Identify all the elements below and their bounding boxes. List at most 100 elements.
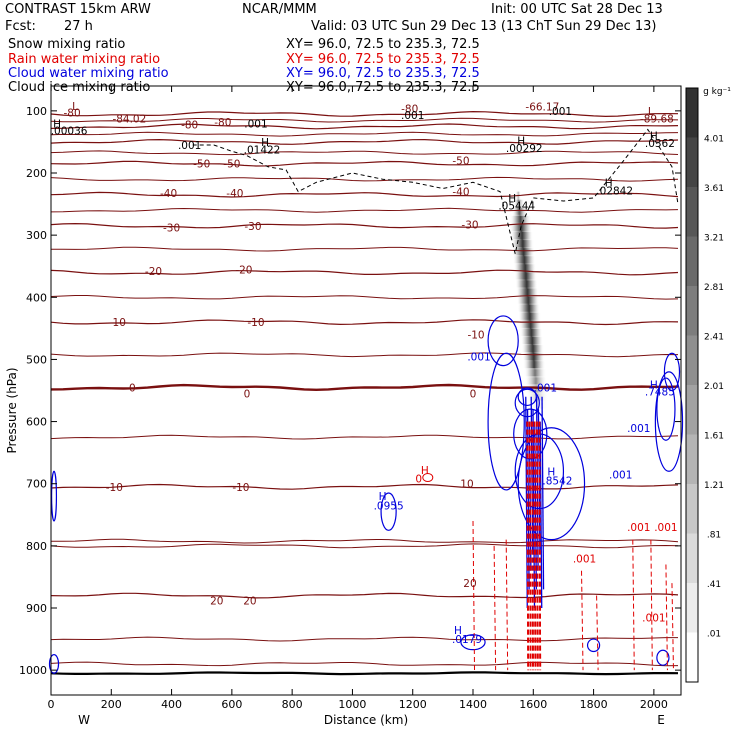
isotherm-layer xyxy=(50,110,679,676)
x-tick-label: 1000 xyxy=(338,698,366,711)
producer: NCAR/MMM xyxy=(242,2,317,17)
isotherm-line xyxy=(50,661,679,667)
contour-annotation: .05444 xyxy=(498,200,535,212)
x-tick-label: 1200 xyxy=(399,698,427,711)
contour-annotation: -30 xyxy=(244,221,261,233)
contour-annotation: .0179 xyxy=(452,634,482,646)
contour-annotation: .001 xyxy=(654,522,677,534)
colorbar-segment xyxy=(686,88,698,138)
colorbar-label: 3.21 xyxy=(704,234,724,244)
contour-annotation: .001 xyxy=(642,612,665,624)
colorbar-label: 1.61 xyxy=(704,432,724,442)
contour-annotation: -10 xyxy=(109,317,126,329)
contour-annotation: -66.17 xyxy=(525,102,559,114)
contour-annotation: .7485 xyxy=(645,387,675,399)
contour-annotation: H xyxy=(650,379,658,391)
contour-annotation: -84.02 xyxy=(112,113,146,125)
colorbar-frame xyxy=(685,87,699,683)
contour-annotation: -20 xyxy=(235,264,252,276)
rain-water-contour xyxy=(671,583,674,671)
rain-water-contour xyxy=(538,421,542,671)
contour-annotation: .001 xyxy=(627,522,650,534)
isotherm-line xyxy=(50,123,679,130)
colorbar-segment xyxy=(686,434,698,485)
cloud-water-contour xyxy=(586,638,601,653)
field-name-cloud-water: Cloud water mixing ratio xyxy=(8,66,169,81)
contour-annotation: -10 xyxy=(467,330,484,342)
rain-water-contour xyxy=(632,539,635,671)
snow-plume-band xyxy=(513,199,525,215)
ground-surface-line xyxy=(50,671,679,676)
contour-annotation: .001 xyxy=(573,553,596,565)
contour-annotation: -10 xyxy=(232,482,249,494)
contour-annotation: -80 xyxy=(401,103,418,115)
cloud-water-contour xyxy=(663,352,681,392)
contour-annotation: .001 xyxy=(609,469,632,481)
contour-annotation: .8542 xyxy=(542,476,572,488)
contour-annotation: H xyxy=(517,136,525,148)
cloud-ice-contour xyxy=(192,128,679,254)
colorbar-label: .01 xyxy=(707,630,721,640)
colorbar-segment xyxy=(686,533,698,584)
cloud-contour-layer xyxy=(48,128,684,674)
annotation-layer: L-80 -84.02H.00036-80 -80.001.001 H.01422-8… xyxy=(51,101,678,646)
isotherm-line xyxy=(50,543,679,549)
rain-water-contour xyxy=(526,421,530,671)
plot-frame xyxy=(50,85,682,696)
contour-annotation: 0 xyxy=(244,389,251,401)
colorbar-label: .81 xyxy=(707,531,721,541)
contour-annotation: -30 xyxy=(163,223,180,235)
x-axis-label: Distance (km) xyxy=(324,713,408,727)
cloud-water-contour xyxy=(654,371,684,472)
y-tick-label: 900 xyxy=(26,602,47,615)
rain-water-contour xyxy=(596,595,599,671)
x-tick-label: 0 xyxy=(48,698,55,711)
isotherm-line xyxy=(50,138,679,145)
contour-annotation: H xyxy=(53,118,61,130)
isotherm-line xyxy=(50,295,679,300)
cloud-water-contour xyxy=(656,377,676,441)
east-label: E xyxy=(657,713,665,727)
field-xy-snow: XY= 96.0, 72.5 to 235.3, 72.5 xyxy=(286,37,480,52)
isotherm-line xyxy=(50,131,679,137)
rain-water-contour xyxy=(505,539,509,671)
isotherm-line xyxy=(50,592,679,599)
rain-water-contour xyxy=(650,539,653,671)
contour-annotation: .001 xyxy=(627,423,650,435)
contour-annotation: 20 xyxy=(463,578,476,590)
rain-water-contour xyxy=(422,473,434,482)
contour-annotation: .0955 xyxy=(374,500,404,512)
isotherm-line xyxy=(50,176,679,182)
forecast-hour: 27 h xyxy=(64,19,93,34)
contour-annotation: -89.68 xyxy=(640,113,674,125)
contour-annotation: H xyxy=(261,137,269,149)
contour-annotation: H xyxy=(508,193,516,205)
cloud-water-contour xyxy=(656,649,670,666)
isotherm-line xyxy=(50,636,678,642)
colorbar-label: 3.61 xyxy=(704,184,724,194)
colorbar: 4.01 3.61 3.21 2.81 2.41 2.01 1.61 1.21 .81 .41 .0… xyxy=(685,87,731,683)
contour-annotation: L xyxy=(648,106,654,118)
colorbar-label: 2.81 xyxy=(704,283,724,293)
colorbar-segment xyxy=(686,286,698,336)
field-xy-cloud-water: XY= 96.0, 72.5 to 235.3, 72.5 xyxy=(286,66,480,81)
contour-annotation: .00292 xyxy=(506,143,543,155)
colorbar-segment xyxy=(686,335,698,386)
x-tick-label: 400 xyxy=(161,698,182,711)
contour-annotation: 10 xyxy=(460,479,473,491)
forecast-label: Fcst: xyxy=(5,19,36,34)
contour-annotation: L xyxy=(72,101,78,113)
x-tick-label: 600 xyxy=(221,698,242,711)
y-tick-label: 700 xyxy=(26,478,47,491)
rain-water-contour xyxy=(533,421,537,671)
contour-annotation: -50 xyxy=(223,159,240,171)
cloud-water-contour xyxy=(51,470,58,522)
field-name-rain: Rain water mixing ratio xyxy=(8,52,161,67)
cloud-water-contour xyxy=(517,427,586,541)
isotherm-line xyxy=(50,191,679,198)
y-tick-label: 400 xyxy=(26,291,47,304)
contour-annotation: H xyxy=(547,466,555,478)
y-axis-label: Pressure (hPa) xyxy=(5,367,19,453)
rain-water-contour xyxy=(581,570,584,671)
isotherm-line xyxy=(50,383,679,392)
